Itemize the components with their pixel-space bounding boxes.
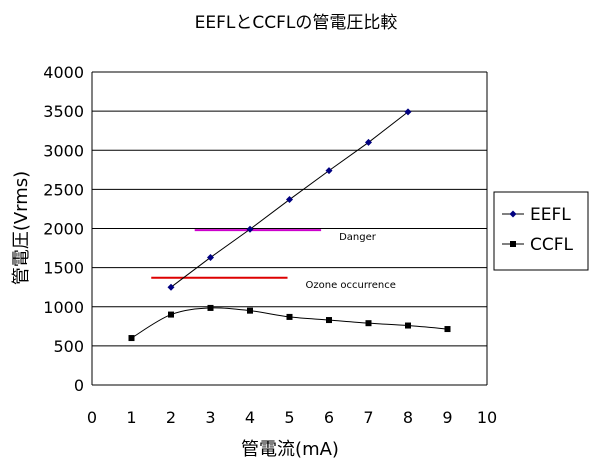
data-point-ccfl: [365, 320, 372, 327]
legend: EEFL CCFL: [493, 191, 589, 271]
data-point-eefl: [286, 196, 293, 204]
x-tick-label: 0: [87, 408, 97, 427]
legend-label-eefl: EEFL: [530, 205, 571, 225]
data-point-eefl: [207, 253, 214, 261]
reference-lines: Danger Ozone occurrence: [151, 229, 396, 291]
y-tick-label: 0: [74, 376, 84, 395]
x-tick-label: 8: [403, 408, 413, 427]
x-tick-label: 7: [363, 408, 373, 427]
y-tick-label: 2500: [43, 180, 84, 199]
series-line-ccfl: [131, 307, 448, 339]
axes: [91, 72, 487, 386]
data-point-eefl: [325, 167, 333, 175]
x-tick-label: 1: [126, 408, 136, 427]
data-point-eefl: [167, 283, 175, 291]
reference-line-label: Danger: [339, 232, 377, 243]
y-tick-label: 1500: [43, 259, 84, 278]
y-tick-label: 3500: [43, 102, 84, 121]
data-point-eefl: [246, 225, 254, 233]
gridlines: [92, 71, 488, 385]
data-point-ccfl: [168, 311, 174, 318]
x-tick-label: 9: [442, 408, 452, 427]
x-tick-label: 10: [477, 408, 497, 427]
data-point-ccfl: [444, 326, 451, 333]
y-tick-label: 500: [53, 337, 84, 356]
x-tick-label: 4: [245, 408, 255, 427]
legend-label-ccfl: CCFL: [530, 235, 574, 255]
y-tick-label: 1000: [43, 298, 84, 317]
y-tick-label: 2000: [43, 220, 84, 239]
legend-box: [493, 191, 589, 271]
series: [128, 108, 451, 342]
legend-marker-eefl: [509, 210, 517, 218]
x-tick-label: 2: [166, 408, 176, 427]
data-point-ccfl: [405, 322, 411, 329]
x-tick-label: 5: [284, 408, 294, 427]
y-tick-labels: 0 500 1000 1500 2000 2500 3000 3500 4000: [43, 63, 84, 395]
x-axis-label: 管電流(mA): [241, 439, 339, 460]
data-point-ccfl: [286, 313, 293, 320]
y-axis-label: 管電圧(Vrms): [11, 171, 32, 285]
data-point-eefl: [365, 138, 372, 146]
data-point-ccfl: [128, 335, 135, 342]
y-tick-label: 4000: [43, 63, 84, 82]
legend-marker-ccfl: [510, 241, 516, 247]
data-point-ccfl: [207, 304, 214, 311]
x-tick-label: 6: [324, 408, 334, 427]
data-point-ccfl: [247, 307, 253, 314]
data-point-eefl: [404, 108, 412, 116]
x-tick-labels: 0 1 2 3 4 5 6 7 8 9 10: [87, 408, 497, 427]
y-tick-label: 3000: [43, 141, 84, 160]
x-tick-label: 3: [205, 408, 215, 427]
reference-line-label: Ozone occurrence: [306, 280, 396, 291]
data-point-ccfl: [326, 317, 332, 324]
chart-title: EEFLとCCFLの管電圧比較: [195, 13, 398, 33]
